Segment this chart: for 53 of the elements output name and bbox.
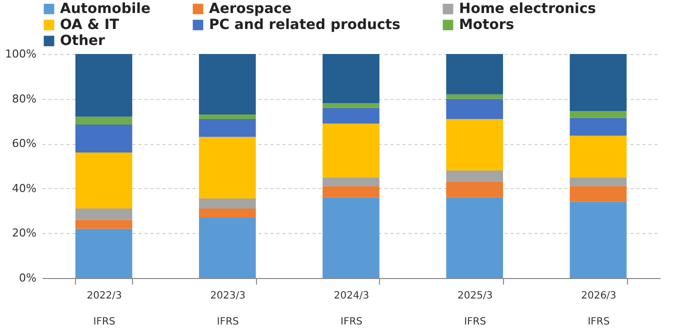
y-tick-label: 0% (19, 272, 36, 284)
bar (446, 94, 504, 99)
bar (570, 186, 627, 202)
bar (446, 197, 504, 278)
bar (322, 108, 380, 124)
bar (198, 136, 256, 198)
bar (322, 177, 380, 186)
category-label: 2023/3 IFRS (210, 290, 246, 328)
legend-label: Home electronics (459, 1, 596, 17)
bar (570, 177, 627, 186)
bar (198, 218, 256, 278)
bar (570, 202, 627, 278)
bar (322, 103, 380, 108)
bar (75, 208, 132, 220)
bar (570, 118, 627, 136)
y-tick-label: 60% (12, 137, 36, 150)
bar (322, 197, 380, 278)
bar (198, 208, 256, 218)
y-tick-label: 40% (12, 182, 36, 195)
bar (446, 54, 504, 94)
bar (446, 182, 504, 198)
bar (570, 136, 627, 178)
bar (198, 198, 256, 209)
legend-label: Automobile (60, 1, 150, 17)
bar (570, 111, 627, 118)
legend-label: OA & IT (60, 17, 120, 33)
bar (570, 54, 627, 112)
y-tick-label: 80% (12, 92, 36, 106)
bar (446, 118, 504, 170)
category-label: 2026/3 IFRS (581, 290, 616, 328)
bar (322, 54, 380, 104)
bar (75, 228, 132, 278)
category-label: 2022/3 IFRS (86, 290, 122, 328)
bar (75, 152, 132, 209)
bar (446, 170, 504, 182)
bar (446, 98, 504, 119)
bar (198, 118, 256, 137)
category-label: 2024/3 IFRS (334, 290, 370, 328)
y-tick-label: 20% (12, 226, 36, 240)
bar (198, 54, 256, 114)
bar (75, 220, 132, 229)
bar (75, 116, 132, 125)
bar (322, 123, 380, 178)
bar (322, 186, 380, 198)
legend-label: Other (60, 33, 106, 49)
bar (75, 124, 132, 153)
bar (198, 114, 256, 119)
bar (75, 54, 132, 117)
legend-label: Motors (459, 17, 514, 33)
category-label: 2025/3 IFRS (458, 290, 493, 328)
legend-label: PC and related products (209, 17, 400, 33)
y-tick-label: 100% (5, 48, 36, 60)
legend-label: Aerospace (209, 1, 292, 17)
